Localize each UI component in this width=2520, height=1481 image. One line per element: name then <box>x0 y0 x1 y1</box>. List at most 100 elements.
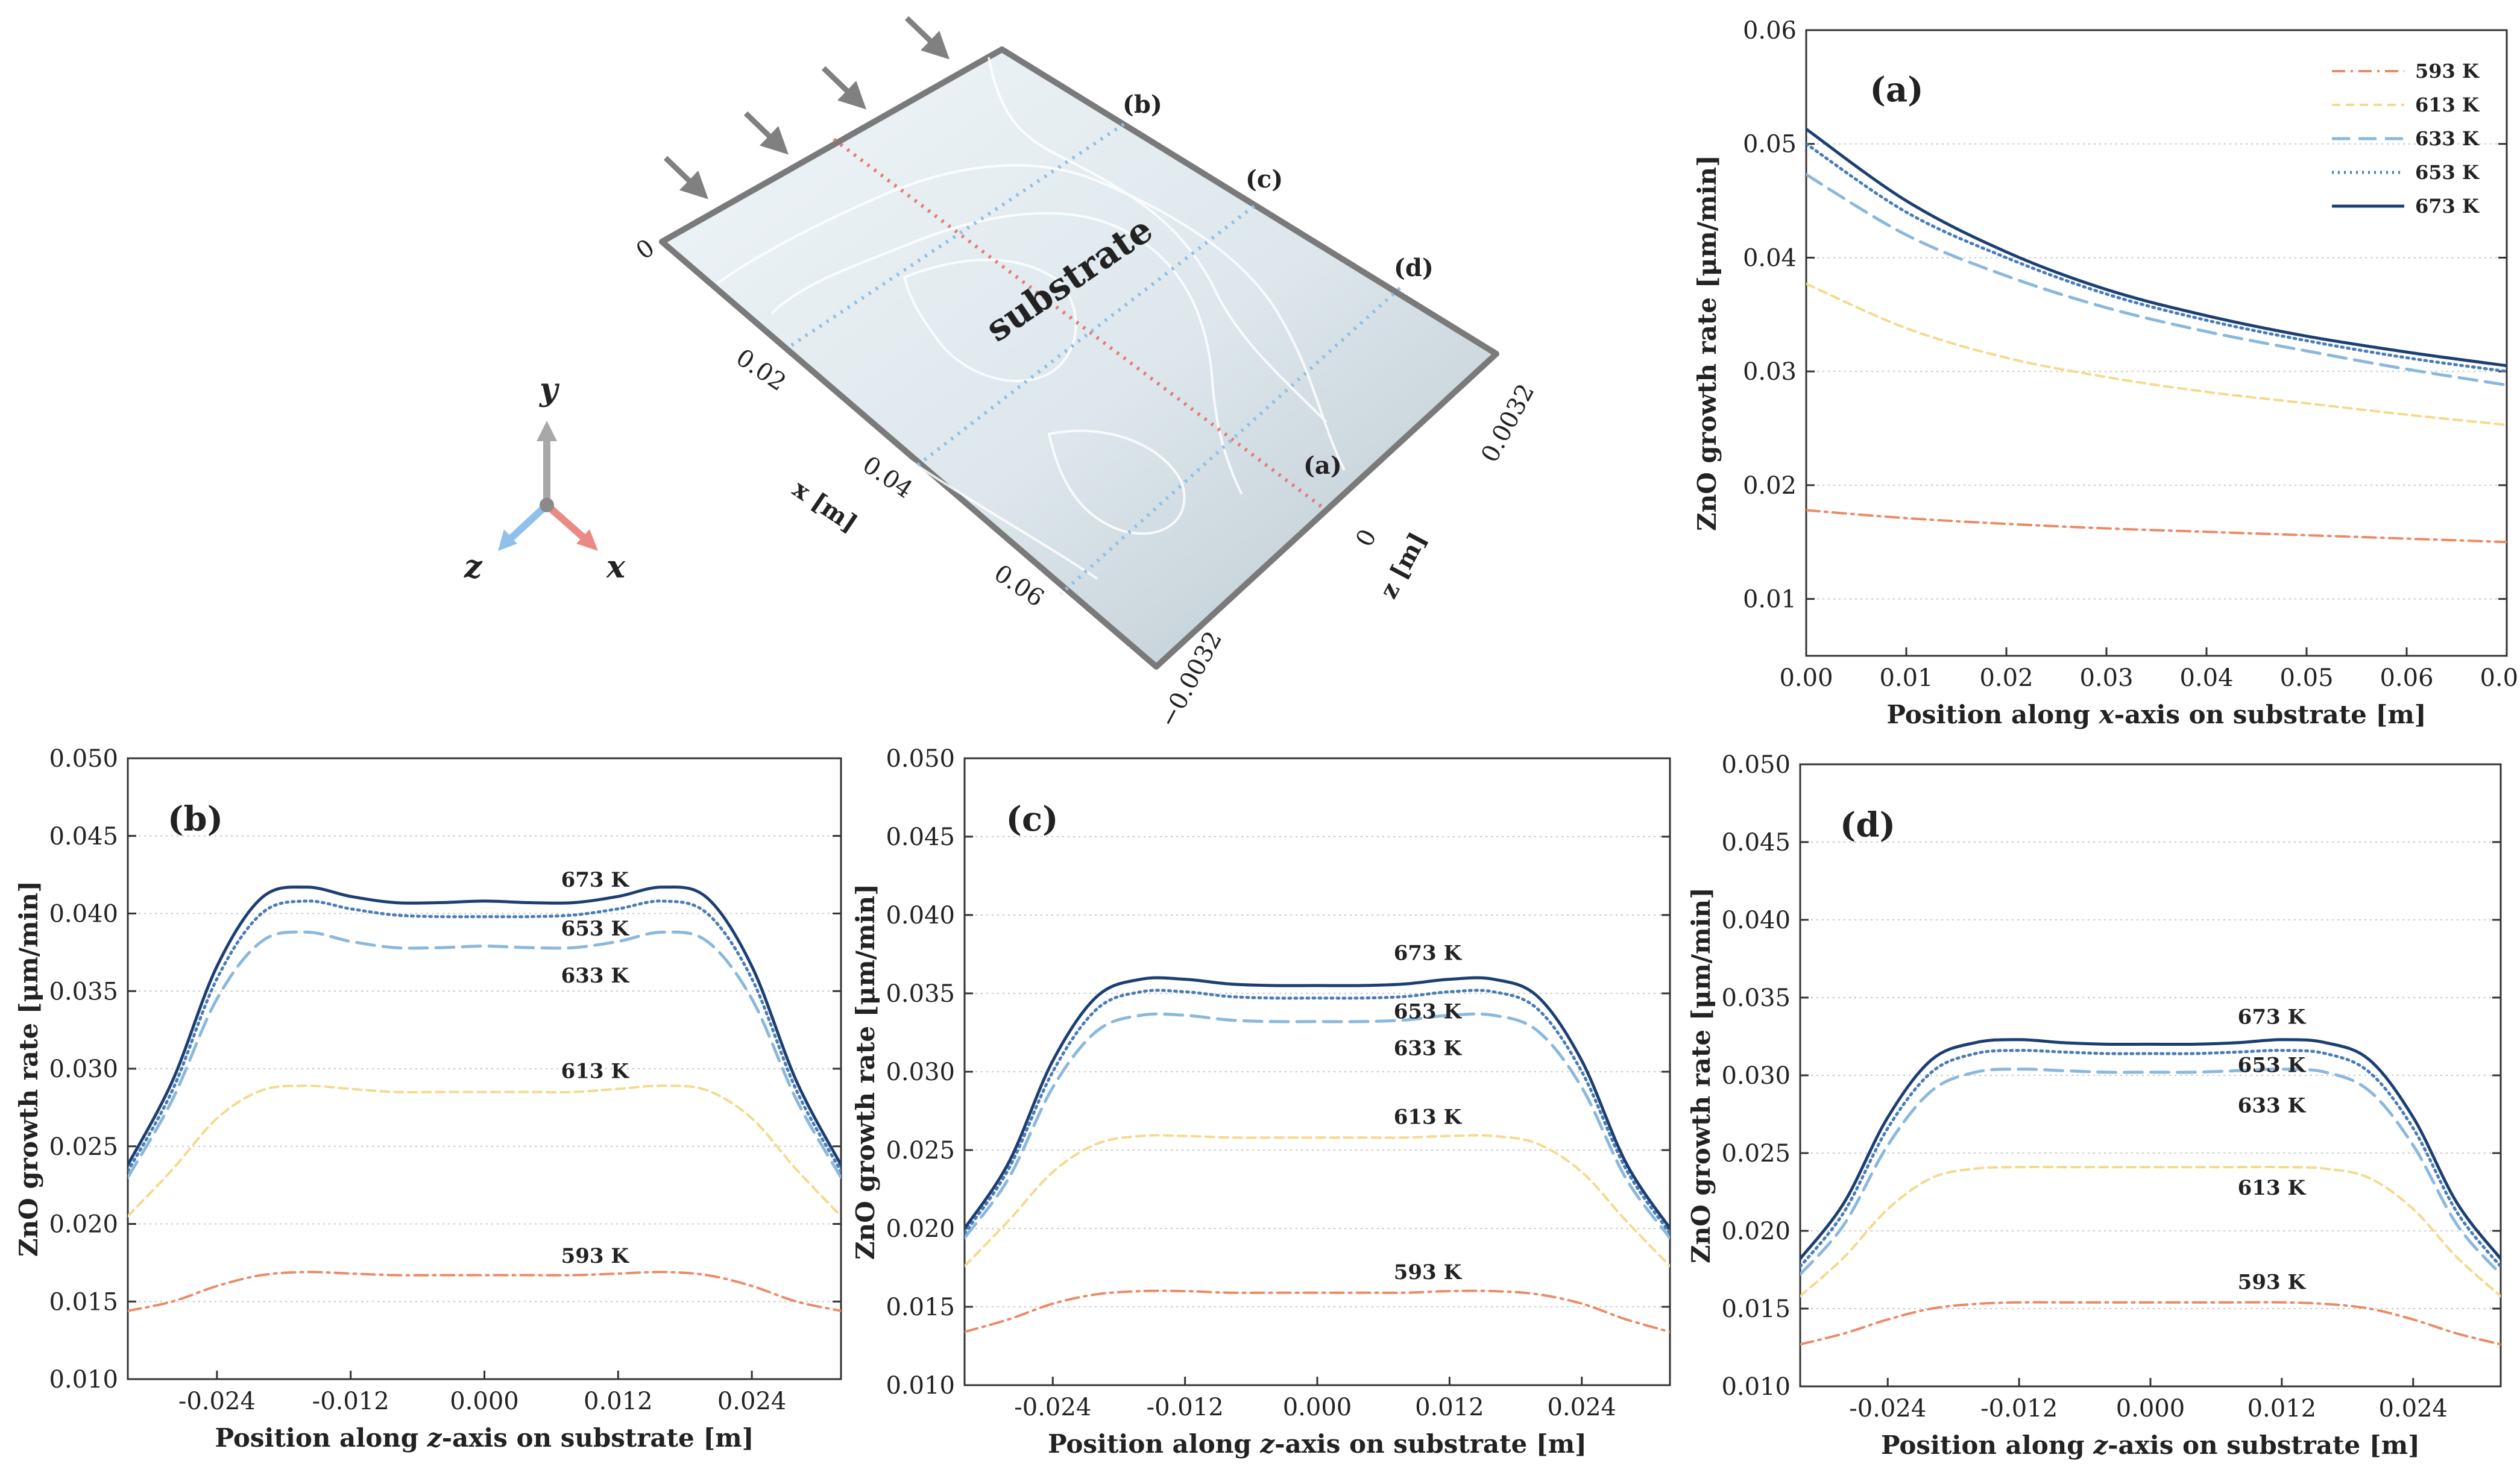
triad-z-arrow-icon <box>505 502 550 544</box>
x-tick-label: -0.012 <box>1147 1394 1224 1421</box>
series-line-653-K <box>128 899 841 1173</box>
series-lines <box>128 885 841 1312</box>
series-label: 633 K <box>1394 1036 1463 1060</box>
x-axis-title-var: x <box>2099 700 2115 729</box>
series-label: 673 K <box>561 868 630 892</box>
series-line-613-K <box>1806 282 2507 426</box>
x-axis-title-unit: -axis on substrate [m] <box>1274 1429 1587 1459</box>
x-tick-label: 0.04 <box>2179 664 2233 692</box>
cut-label-a: (a) <box>1303 451 1342 480</box>
series-line-633-K <box>1800 1068 2501 1276</box>
x-tick-label: 0.05 <box>2279 664 2333 692</box>
x-axis-title-var: z <box>2093 1430 2108 1460</box>
series-label: 633 K <box>2238 1094 2307 1118</box>
y-axis-title: ZnO growth rate [μm/min] <box>851 884 880 1260</box>
triad-x-arrow-icon <box>544 502 590 544</box>
x-tick-label: 0.024 <box>717 1388 787 1415</box>
x-tick-label: -0.024 <box>1014 1394 1091 1421</box>
series-line-593-K <box>1800 1301 2501 1346</box>
x-tick-label: 0.000 <box>2116 1395 2185 1423</box>
x-axis-title-text: Position along <box>1881 1430 2093 1460</box>
series-line-633-K <box>965 1012 1670 1240</box>
x-axis-title-diagram: x [m] <box>787 474 862 538</box>
x-tick-label: 0.012 <box>584 1388 653 1415</box>
x-tick-label: 0.01 <box>1879 664 1933 692</box>
cut-line-c <box>915 204 1255 468</box>
y-tick-label: 0.025 <box>1721 1140 1791 1168</box>
cut-line-a <box>833 137 1326 511</box>
series-line-673-K <box>128 885 841 1167</box>
substrate-diagram: substrate (a) (b) (c) (d) 0 0.02 0.04 0.… <box>464 16 1540 732</box>
z-tick-mid: 0 <box>1350 525 1382 552</box>
y-tick-label: 0.030 <box>1721 1062 1791 1090</box>
y-tick-label: 0.020 <box>49 1211 118 1239</box>
y-axis-title: ZnO growth rate [μm/min] <box>1692 155 1722 531</box>
y-tick-label: 0.01 <box>1743 586 1797 614</box>
x-tick-0.02: 0.02 <box>731 344 791 397</box>
y-tick-label: 0.010 <box>1721 1373 1791 1401</box>
panel-label: (b) <box>168 799 223 839</box>
x-axis-title-var: z <box>1259 1429 1275 1459</box>
legend-label: 593 K <box>2415 60 2480 83</box>
x-tick-label: 0.012 <box>1415 1394 1484 1421</box>
x-axis-title-unit: -axis on substrate [m] <box>2114 700 2427 729</box>
series-line-653-K <box>1800 1049 2501 1268</box>
series-label: 593 K <box>1394 1260 1463 1284</box>
y-tick-label: 0.010 <box>886 1372 955 1400</box>
series-line-593-K <box>1806 509 2507 544</box>
series-line-653-K <box>1806 142 2507 373</box>
y-tick-label: 0.035 <box>886 980 955 1008</box>
x-tick-label: -0.024 <box>1849 1395 1926 1423</box>
panel-label: (d) <box>1840 805 1895 845</box>
y-tick-label: 0.050 <box>1721 751 1791 779</box>
x-tick-label: 0.00 <box>1779 664 1833 692</box>
y-tick-label: 0.015 <box>49 1288 118 1316</box>
series-label: 673 K <box>1394 942 1463 966</box>
cut-label-c: (c) <box>1246 165 1283 193</box>
y-tick-label: 0.015 <box>1721 1295 1791 1323</box>
triad-z-label: z <box>464 549 483 585</box>
x-tick-label: 0.02 <box>1979 664 2033 692</box>
chart-panel-a: 0.01 0.02 0.03 0.04 0.05 0.06 0.00 0.01 0.02 0.03… <box>1692 17 2520 729</box>
plot-frame <box>127 757 842 1380</box>
triad-z-head-icon <box>498 529 517 551</box>
series-line-673-K <box>1800 1038 2501 1260</box>
x-axis-title-text: Position along <box>1886 700 2099 729</box>
y-tick-label: 0.030 <box>49 1055 118 1083</box>
y-tick-label: 0.030 <box>886 1058 955 1086</box>
y-tick-label: 0.025 <box>49 1133 118 1161</box>
plot-frame <box>1805 29 2508 657</box>
y-tick-label: 0.06 <box>1743 17 1797 45</box>
y-tick-label: 0.05 <box>1743 131 1797 159</box>
contour-lines <box>716 57 1346 580</box>
series-label: 613 K <box>1394 1105 1463 1130</box>
x-tick-label: 0.000 <box>1283 1394 1352 1421</box>
triad-x-label: x <box>606 549 626 585</box>
series-line-673-K <box>1806 127 2507 368</box>
y-tick-label: 0.040 <box>1721 907 1791 934</box>
series-line-613-K <box>128 1084 841 1218</box>
y-tick-label: 0.045 <box>1721 829 1791 857</box>
cut-line-d <box>1059 286 1402 596</box>
x-tick-label: 0.06 <box>2380 664 2433 692</box>
triad-x-head-icon <box>576 529 598 551</box>
series-line-653-K <box>965 989 1670 1235</box>
y-tick-label: 0.040 <box>49 901 118 928</box>
cut-label-b: (b) <box>1123 90 1162 119</box>
chart-panel-b: 0.010 0.015 0.020 0.025 0.030 0.035 0.040 0.045… <box>14 745 842 1453</box>
series-label: 653 K <box>1394 999 1463 1023</box>
triad-y-head-icon <box>537 421 557 441</box>
substrate-plate <box>659 46 1499 670</box>
series-label: 613 K <box>2238 1176 2307 1200</box>
axis-triad: y z x <box>464 371 626 585</box>
legend-label: 613 K <box>2415 93 2480 116</box>
y-tick-label: 0.02 <box>1743 472 1797 500</box>
y-axis-title: ZnO growth rate [μm/min] <box>14 881 43 1257</box>
x-axis-title-var: z <box>427 1423 443 1453</box>
x-tick-label: -0.024 <box>178 1388 256 1415</box>
series-line-613-K <box>965 1134 1670 1268</box>
z-axis-title-diagram: z [m] <box>1374 527 1432 603</box>
plot-frame <box>1799 763 2502 1388</box>
series-line-613-K <box>1800 1166 2501 1298</box>
